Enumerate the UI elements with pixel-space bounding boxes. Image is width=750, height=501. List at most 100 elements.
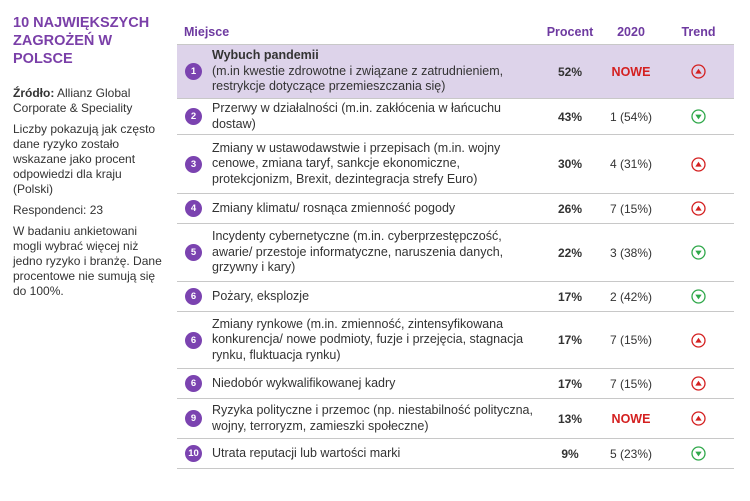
trend-cell: [663, 245, 734, 260]
risk-description: Utrata reputacji lub wartości marki: [212, 446, 400, 462]
risk-description: Niedobór wykwalifikowanej kadry: [212, 376, 395, 392]
rank-badge: 2: [185, 108, 202, 125]
rank-2020-value: 7 (15%): [609, 376, 653, 391]
row-place: 6 Niedobór wykwalifikowanej kadry: [177, 375, 541, 392]
risk-description: Wybuch pandemii (m.in kwestie zdrowotne i…: [212, 48, 541, 95]
trend-up-icon: [691, 376, 706, 391]
risk-text: Incydenty cybernetyczne (m.in. cyberprze…: [212, 229, 504, 275]
header-2020: 2020: [617, 25, 645, 39]
trend-cell: [663, 376, 734, 391]
trend-down-icon: [691, 446, 706, 461]
trend-cell: [663, 64, 734, 79]
trend-down-icon: [691, 289, 706, 304]
risk-text: (m.in kwestie zdrowotne i związane z zat…: [212, 63, 504, 94]
rank-2020-value: 7 (15%): [609, 201, 653, 216]
table-row: 10 Utrata reputacji lub wartości marki 9%…: [177, 439, 734, 469]
table-row: 2 Przerwy w działalności (m.in. zakłóceni…: [177, 99, 734, 135]
risk-description: Ryzyka polityczne i przemoc (np. niestab…: [212, 403, 541, 434]
trend-up-icon: [691, 156, 706, 172]
risk-text: Utrata reputacji lub wartości marki: [212, 445, 401, 460]
risk-text: Zmiany w ustawodawstwie i przepisach (m.…: [212, 140, 501, 186]
table-row: 6 Zmiany rynkowe (m.in. zmienność, zinten…: [177, 312, 734, 369]
percent-value: 17%: [557, 333, 583, 347]
trend-cell: [663, 332, 734, 348]
row-place: 5 Incydenty cybernetyczne (m.in. cyberprz…: [177, 229, 541, 276]
percent-value: 17%: [557, 289, 583, 304]
risk-text: Ryzyka polityczne i przemoc (np. niestab…: [212, 403, 533, 433]
row-place: 4 Zmiany klimatu/ rosnąca zmienność pogod…: [177, 200, 541, 217]
page-title: 10 NAJWIĘKSZYCH ZAGROŻEŃ W POLSCE: [13, 15, 150, 67]
table-row: 1 Wybuch pandemii (m.in kwestie zdrowotne …: [177, 45, 734, 99]
percent-value: 43%: [557, 109, 583, 124]
risk-text: Zmiany rynkowe (m.in. zmienność, zintens…: [212, 316, 524, 362]
percent-value: 9%: [561, 446, 579, 461]
risk-description: Zmiany rynkowe (m.in. zmienność, zintens…: [212, 317, 541, 364]
sidebar: 10 NAJWIĘKSZYCH ZAGROŻEŃ W POLSCE Źródło…: [13, 14, 163, 299]
rank-badge: 10: [185, 445, 202, 462]
header-place: Miejsce: [184, 25, 230, 39]
header-trend: Trend: [681, 25, 716, 39]
table-row: 4 Zmiany klimatu/ rosnąca zmienność pogod…: [177, 194, 734, 224]
rank-2020-value: 5 (23%): [609, 446, 653, 461]
row-place: 9 Ryzyka polityczne i przemoc (np. niesta…: [177, 403, 541, 434]
trend-cell: [663, 201, 734, 216]
risk-description: Przerwy w działalności (m.in. zakłócenia…: [212, 101, 541, 132]
risk-text: Niedobór wykwalifikowanej kadry: [212, 375, 396, 390]
table-header: Miejsce Procent 2020 Trend: [177, 20, 734, 45]
trend-up-icon: [691, 201, 706, 216]
rank-badge: 1: [185, 63, 202, 80]
table-row: 9 Ryzyka polityczne i przemoc (np. niesta…: [177, 399, 734, 439]
percent-value: 13%: [557, 411, 583, 426]
rank-badge: 6: [185, 288, 202, 305]
rank-2020-value: 3 (38%): [609, 245, 653, 260]
rank-2020-value: 2 (42%): [609, 289, 653, 304]
percent-value: 30%: [557, 157, 583, 171]
risk-text: Przerwy w działalności (m.in. zakłócenia…: [212, 101, 502, 131]
risk-description: Pożary, eksplozje: [212, 289, 309, 305]
row-place: 6 Pożary, eksplozje: [177, 288, 541, 305]
row-place: 3 Zmiany w ustawodawstwie i przepisach (m…: [177, 141, 541, 188]
trend-down-icon: [691, 245, 706, 260]
risk-text: Pożary, eksplozje: [212, 288, 310, 303]
risk-description: Incydenty cybernetyczne (m.in. cyberprze…: [212, 229, 541, 276]
header-percent: Procent: [546, 25, 594, 39]
table-row: 5 Incydenty cybernetyczne (m.in. cyberprz…: [177, 224, 734, 282]
trend-cell: [663, 446, 734, 461]
source-note: Źródło: Allianz Global Corporate & Speci…: [13, 86, 163, 116]
rank-badge: 9: [185, 410, 202, 427]
rank-badge: 6: [185, 331, 202, 349]
rank-2020-value: NOWE: [611, 411, 651, 426]
row-place: 10 Utrata reputacji lub wartości marki: [177, 445, 541, 462]
rank-badge: 4: [185, 200, 202, 217]
risk-description: Zmiany w ustawodawstwie i przepisach (m.…: [212, 141, 541, 188]
rank-2020-value: 4 (31%): [609, 157, 653, 171]
row-place: 2 Przerwy w działalności (m.in. zakłóceni…: [177, 101, 541, 132]
percent-value: 26%: [557, 201, 583, 216]
trend-cell: [663, 109, 734, 124]
source-text: Allianz Global Corporate & Speciality: [13, 86, 133, 115]
source-label: Źródło:: [13, 86, 55, 100]
trend-up-icon: [691, 411, 706, 426]
percent-value: 52%: [557, 64, 583, 79]
table-body: 1 Wybuch pandemii (m.in kwestie zdrowotne …: [177, 45, 734, 469]
rank-badge: 6: [185, 375, 202, 392]
risk-title: Wybuch pandemii: [212, 48, 319, 63]
survey-note: W badaniu ankietowani mogli wybrać więce…: [13, 224, 162, 298]
risk-table: Miejsce Procent 2020 Trend 1 Wybuch pande…: [177, 20, 734, 469]
trend-up-icon: [691, 64, 706, 79]
trend-up-icon: [691, 332, 706, 348]
row-place: 6 Zmiany rynkowe (m.in. zmienność, zinten…: [177, 317, 541, 364]
percent-value: 17%: [557, 376, 583, 391]
table-row: 6 Pożary, eksplozje 17% 2 (42%): [177, 282, 734, 312]
rank-2020-value: NOWE: [611, 64, 651, 79]
rank-2020-value: 1 (54%): [609, 109, 653, 124]
percent-value: 22%: [557, 245, 583, 260]
table-row: 3 Zmiany w ustawodawstwie i przepisach (m…: [177, 135, 734, 194]
risk-text: Zmiany klimatu/ rosnąca zmienność pogody: [212, 200, 456, 215]
rank-badge: 5: [185, 244, 202, 261]
trend-cell: [663, 411, 734, 426]
rank-2020-value: 7 (15%): [609, 333, 653, 347]
rank-badge: 3: [185, 155, 202, 173]
risk-description: Zmiany klimatu/ rosnąca zmienność pogody: [212, 201, 455, 217]
method-note: Liczby pokazują jak często dane ryzyko z…: [13, 122, 156, 196]
